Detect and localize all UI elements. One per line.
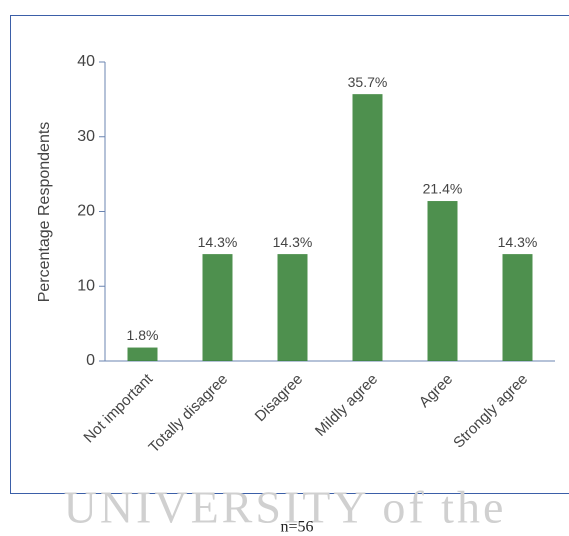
bar	[277, 254, 308, 361]
bar	[502, 254, 533, 361]
y-tick-label: 10	[77, 277, 95, 294]
y-tick-label: 40	[77, 53, 95, 70]
x-tick-label: Agree	[416, 371, 456, 411]
value-label: 21.4%	[423, 181, 463, 197]
bar	[202, 254, 233, 361]
x-tick-label: Strongly agree	[450, 371, 531, 452]
y-tick-label: 0	[86, 352, 95, 369]
x-tick-label: Disagree	[252, 371, 306, 425]
bar	[352, 94, 383, 361]
bar	[427, 201, 458, 361]
caption: n=56	[280, 519, 313, 536]
bar	[127, 347, 158, 361]
x-tick-label: Totally disagree	[145, 371, 231, 457]
frame	[10, 15, 569, 494]
value-label: 14.3%	[198, 234, 238, 250]
y-axis-label: Percentage Respondents	[36, 122, 53, 303]
value-label: 14.3%	[498, 234, 538, 250]
value-label: 1.8%	[127, 327, 159, 343]
y-tick-label: 30	[77, 128, 95, 145]
value-label: 35.7%	[348, 74, 388, 90]
value-label: 14.3%	[273, 234, 313, 250]
x-tick-label: Not important	[80, 370, 156, 446]
watermark: UNIVERSITY of the	[64, 482, 507, 533]
x-tick-label: Mildly agree	[312, 371, 381, 440]
y-tick-label: 20	[77, 203, 95, 220]
